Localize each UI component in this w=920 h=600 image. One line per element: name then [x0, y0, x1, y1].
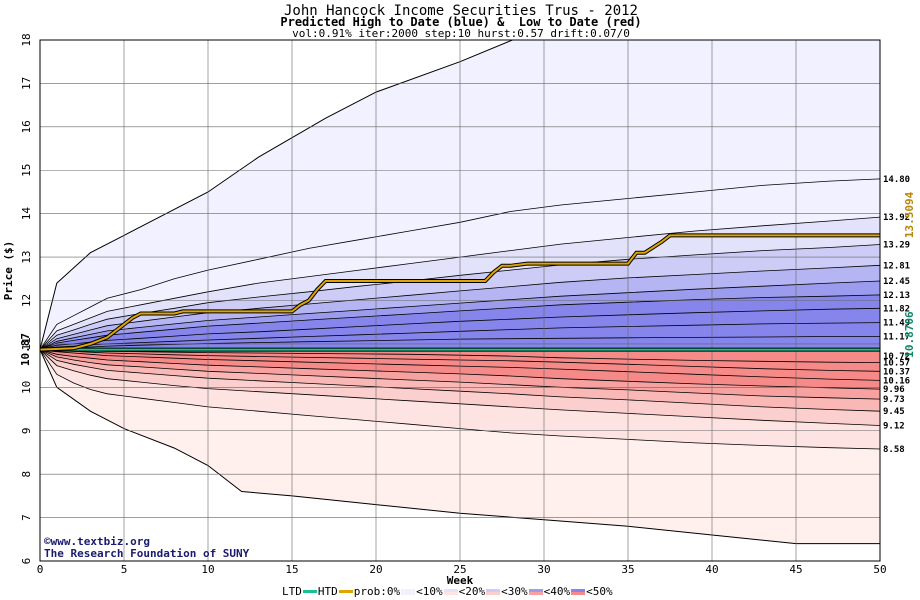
chart-params: vol:0.91% iter:2000 step:10 hurst:0.57 d…: [292, 27, 630, 40]
legend-swatch-50: [571, 588, 586, 595]
y-tick-label-13: 13: [20, 250, 33, 263]
right-label-9_96: 9.96: [883, 385, 905, 395]
right-label-14_80: 14.80: [883, 175, 910, 185]
right-label-13_29: 13.29: [883, 240, 910, 250]
legend-swatch-30: [486, 588, 501, 595]
x-tick-label-50: 50: [873, 563, 886, 576]
lower-quantile-line-1: [40, 349, 880, 372]
x-tick-label-5: 5: [121, 563, 128, 576]
legend-ltd-label: LTD: [282, 585, 302, 598]
right-label-11_82: 11.82: [883, 304, 910, 314]
htd-line: [40, 234, 880, 351]
y-tick-label-7: 7: [20, 514, 33, 521]
legend-swatch-10: [401, 588, 416, 595]
legend-htd-swatch: [338, 590, 353, 593]
chart-title: John Hancock Income Securities Trus - 20…: [283, 3, 638, 19]
legend: LTD HTD prob:0% <10% <20% <30% <40% <50%: [282, 585, 613, 598]
right-label-11_49: 11.49: [883, 319, 910, 329]
legend-prob-label: prob:0%: [353, 585, 401, 598]
legend-lt30-label: <30%: [501, 585, 528, 598]
right-label-10_57: 10.57: [883, 359, 910, 369]
legend-swatch-20: [443, 588, 458, 595]
right-label-12_45: 12.45: [883, 277, 910, 287]
x-tick-label-30: 30: [537, 563, 550, 576]
right-label-10_72: 10.72: [883, 352, 910, 362]
plot-frame: [39, 39, 881, 562]
right-label-10_37: 10.37: [883, 367, 910, 377]
plot-area: [40, 40, 880, 561]
chart-subtitle: Predicted High to Date (blue) & Low to D…: [280, 15, 642, 29]
legend-lt10-label: <10%: [416, 585, 443, 598]
legend-ltd-swatch: [302, 590, 317, 593]
x-tick-label-0: 0: [37, 563, 44, 576]
upper-quantile-line-2: [40, 336, 880, 350]
x-tick-label-25: 25: [453, 563, 466, 576]
right-label-8_58: 8.58: [883, 445, 905, 455]
right-label-11_17: 11.17: [883, 333, 910, 343]
x-tick-label-15: 15: [285, 563, 298, 576]
x-tick-label-10: 10: [201, 563, 214, 576]
credit-line-2: The Research Foundation of SUNY: [44, 547, 250, 560]
x-tick-label-45: 45: [789, 563, 802, 576]
x-tick-label-35: 35: [621, 563, 634, 576]
right-label-9_45: 9.45: [883, 407, 905, 417]
credit-line-1: ©www.textbiz.org: [44, 535, 150, 548]
legend-htd-label: HTD: [317, 585, 338, 598]
y-tick-label-18: 18: [20, 33, 33, 46]
x-tick-label-20: 20: [369, 563, 382, 576]
start-price-label: 10.87: [19, 333, 32, 366]
right-label-10_16: 10.16: [883, 376, 910, 386]
y-tick-label-15: 15: [20, 164, 33, 177]
y-tick-label-17: 17: [20, 77, 33, 90]
ltd-last-value-label: 10.8706: [903, 311, 916, 358]
lower-quantile-line-0: [40, 349, 880, 381]
legend-lt40-label: <40%: [543, 585, 571, 598]
y-axis-label: Price ($): [2, 241, 15, 301]
right-label-12_81: 12.81: [883, 261, 910, 271]
right-label-12_13: 12.13: [883, 291, 910, 301]
htd-last-value-label: 13.5094: [903, 191, 916, 238]
right-label-13_92: 13.92: [883, 213, 910, 223]
y-tick-label-11: 11: [20, 337, 33, 350]
right-label-9_12: 9.12: [883, 422, 905, 432]
outer-upper-line: [40, 40, 514, 350]
legend-lt20-label: <20%: [458, 585, 486, 598]
y-tick-label-6: 6: [20, 558, 33, 565]
y-tick-label-14: 14: [20, 207, 33, 221]
x-axis-label: Week: [447, 574, 474, 587]
y-tick-label-12: 12: [20, 294, 33, 307]
right-label-9_73: 9.73: [883, 395, 905, 405]
legend-swatch-40: [528, 588, 543, 595]
legend-lt50-label: <50%: [586, 585, 613, 598]
y-tick-label-10: 10: [20, 381, 33, 394]
y-tick-label-9: 9: [20, 427, 33, 434]
x-tick-label-40: 40: [705, 563, 718, 576]
y-tick-label-8: 8: [20, 471, 33, 478]
y-tick-label-16: 16: [20, 120, 33, 133]
